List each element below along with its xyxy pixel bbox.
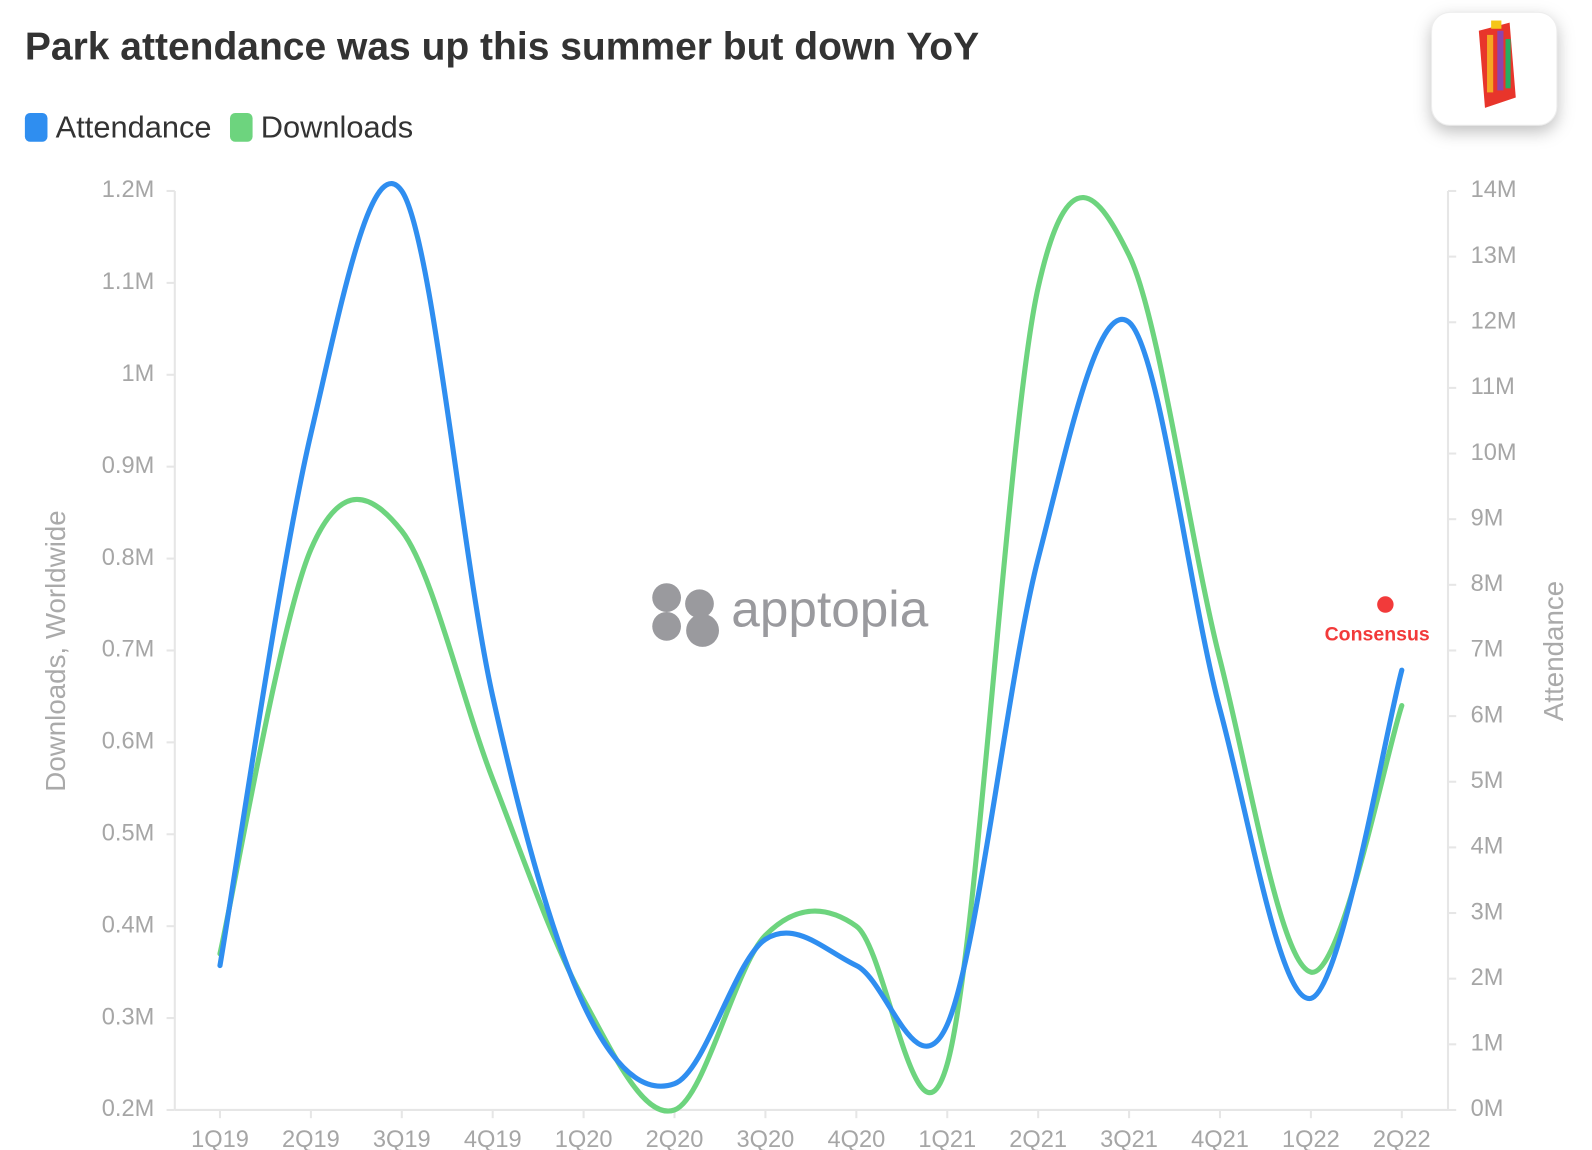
watermark: apptopia <box>731 581 928 638</box>
app-icon <box>1431 11 1558 126</box>
y-tick-label: 0.5M <box>102 820 155 846</box>
y2-tick-label: 4M <box>1471 834 1504 860</box>
x-tick-label: 1Q20 <box>555 1127 613 1150</box>
series-line <box>217 181 1405 1089</box>
y2-tick-label: 5M <box>1471 768 1504 794</box>
legend-label: Attendance <box>56 110 212 145</box>
y2-tick-label: 13M <box>1471 243 1517 269</box>
x-tick-label: 2Q19 <box>282 1127 340 1150</box>
y-tick-label: 0.6M <box>102 729 155 755</box>
consensus-point <box>1377 596 1394 613</box>
y2-tick-label: 10M <box>1471 440 1517 466</box>
x-tick-label: 4Q21 <box>1191 1127 1249 1150</box>
legend-swatch <box>229 112 253 142</box>
series-line <box>217 195 1405 1114</box>
y-tick-label: 0.9M <box>102 453 155 479</box>
x-tick-label: 1Q22 <box>1282 1127 1340 1150</box>
y-tick-label: 0.7M <box>102 637 155 663</box>
y2-tick-label: 8M <box>1471 571 1504 597</box>
y-axis-label: Downloads, Worldwide <box>40 510 71 791</box>
y-tick-label: 1.2M <box>102 177 155 203</box>
y2-tick-label: 6M <box>1471 702 1504 728</box>
x-tick-label: 3Q20 <box>737 1127 795 1150</box>
y-tick-label: 1.1M <box>102 269 155 295</box>
x-tick-label: 3Q21 <box>1100 1127 1158 1150</box>
x-tick-label: 1Q21 <box>918 1127 976 1150</box>
x-tick-label: 1Q19 <box>191 1127 249 1150</box>
chart-title: Park attendance was up this summer but d… <box>25 26 979 69</box>
x-tick-label: 2Q22 <box>1373 1127 1431 1150</box>
y2-tick-label: 14M <box>1471 177 1517 203</box>
x-tick-label: 2Q20 <box>646 1127 704 1150</box>
y2-axis-label: Attendance <box>1538 581 1569 721</box>
x-tick-label: 4Q20 <box>827 1127 885 1150</box>
y-tick-label: 0.4M <box>102 912 155 938</box>
x-tick-label: 3Q19 <box>373 1127 431 1150</box>
y2-tick-label: 0M <box>1471 1096 1504 1122</box>
y2-tick-label: 1M <box>1471 1031 1504 1057</box>
watermark-logo <box>652 583 719 647</box>
y2-tick-label: 11M <box>1471 374 1515 400</box>
y-tick-label: 0.3M <box>102 1004 155 1030</box>
y2-tick-label: 2M <box>1471 965 1504 991</box>
y-tick-label: 1M <box>121 361 154 387</box>
y2-tick-label: 7M <box>1471 637 1504 663</box>
x-tick-label: 4Q19 <box>464 1127 522 1150</box>
legend-swatch <box>24 112 48 142</box>
y2-tick-label: 9M <box>1471 505 1504 531</box>
y2-tick-label: 12M <box>1471 308 1517 334</box>
x-tick-label: 2Q21 <box>1009 1127 1067 1150</box>
y-tick-label: 0.8M <box>102 545 155 571</box>
consensus-label: Consensus <box>1325 623 1430 645</box>
legend-label: Downloads <box>261 110 413 145</box>
y2-tick-label: 3M <box>1471 899 1504 925</box>
y-tick-label: 0.2M <box>102 1096 155 1122</box>
